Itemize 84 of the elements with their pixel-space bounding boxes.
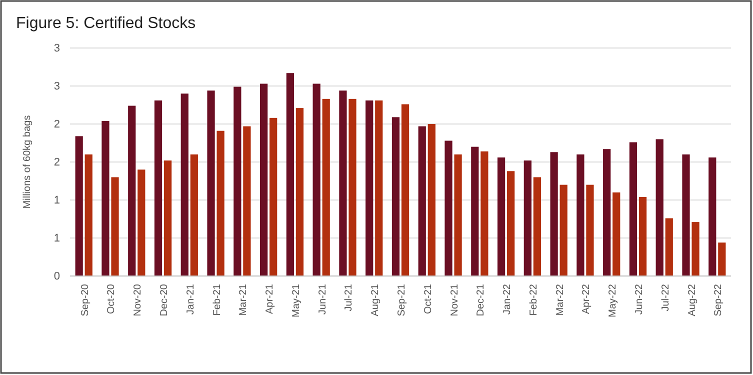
y-tick-label: 1	[54, 232, 60, 245]
bar	[428, 124, 436, 276]
bar	[665, 218, 673, 276]
x-tick-label: Jan-21	[185, 284, 196, 315]
bar	[638, 196, 647, 276]
x-tick-label: Sep-20	[80, 284, 91, 316]
bar	[603, 149, 611, 276]
x-tick-label: Mar-22	[554, 284, 566, 316]
x-tick-label: Oct-20	[106, 284, 118, 314]
bar	[507, 171, 515, 276]
x-tick-label: Mar-21	[238, 284, 250, 316]
x-tick-label: Sep-22	[713, 284, 724, 316]
bar	[375, 100, 383, 276]
bar	[296, 108, 304, 276]
bar	[629, 142, 638, 276]
bar	[348, 98, 356, 276]
bar	[322, 98, 330, 276]
x-tick-label: Jan-22	[502, 284, 514, 315]
x-tick-label: Jun-21	[317, 284, 328, 315]
bar	[708, 157, 716, 276]
bar	[164, 160, 172, 276]
bar	[190, 154, 198, 276]
bar	[533, 177, 542, 276]
bar	[497, 157, 506, 276]
bar	[270, 118, 278, 276]
bar	[401, 104, 410, 276]
bar	[692, 222, 700, 276]
bar	[84, 154, 92, 276]
y-tick-label: 1	[54, 194, 60, 207]
bar	[560, 184, 568, 276]
bar	[75, 136, 83, 276]
bar	[550, 152, 558, 276]
x-tick-label: Dec-20	[159, 284, 170, 316]
bar	[586, 184, 594, 276]
y-tick-label: 3	[54, 80, 60, 93]
bar	[682, 154, 690, 276]
bar	[111, 177, 119, 276]
bar	[154, 100, 162, 276]
bar	[656, 139, 664, 276]
x-tick-label: Nov-20	[132, 284, 144, 316]
y-tick-label: 0	[54, 270, 60, 283]
bar	[128, 106, 136, 276]
bar	[138, 170, 146, 276]
bar	[260, 84, 268, 276]
bar	[234, 86, 242, 276]
bar	[180, 94, 188, 276]
bar	[366, 100, 374, 276]
x-tick-label: Feb-22	[528, 284, 540, 316]
x-tick-label: Jun-22	[634, 284, 645, 315]
x-tick-label: Jul-22	[660, 284, 672, 312]
bar	[207, 90, 215, 276]
y-tick-label: 2	[54, 118, 60, 131]
x-tick-label: Nov-21	[449, 284, 460, 316]
x-tick-label: Aug-22	[686, 284, 698, 316]
bar	[339, 90, 347, 276]
x-tick-label: Dec-21	[476, 284, 487, 316]
bar	[454, 154, 462, 276]
y-tick-label: 2	[54, 156, 60, 169]
x-tick-label: May-22	[608, 284, 619, 318]
bar	[718, 242, 726, 276]
bar	[524, 160, 532, 276]
x-tick-label: Jul-21	[344, 284, 355, 312]
bar	[312, 84, 320, 276]
bar	[480, 151, 488, 276]
x-tick-label: Oct-21	[422, 284, 434, 314]
bar	[576, 154, 584, 276]
bar	[286, 73, 294, 276]
bar	[444, 140, 452, 276]
x-tick-label: Aug-21	[370, 284, 382, 316]
bar	[612, 192, 620, 276]
y-axis-title: Millions of 60kg bags	[22, 115, 33, 209]
x-tick-label: May-21	[290, 284, 302, 318]
chart-title: Figure 5: Certified Stocks	[16, 15, 196, 32]
y-tick-label: 3	[54, 42, 60, 55]
x-tick-label: Sep-21	[396, 284, 408, 316]
bar	[392, 117, 400, 276]
bar	[418, 126, 426, 276]
bar	[471, 146, 479, 276]
x-tick-label: Apr-21	[264, 284, 276, 314]
bar	[243, 126, 251, 276]
bar	[216, 130, 224, 276]
x-tick-label: Feb-21	[212, 284, 223, 316]
bar	[102, 120, 110, 276]
x-tick-label: Apr-22	[581, 284, 592, 314]
